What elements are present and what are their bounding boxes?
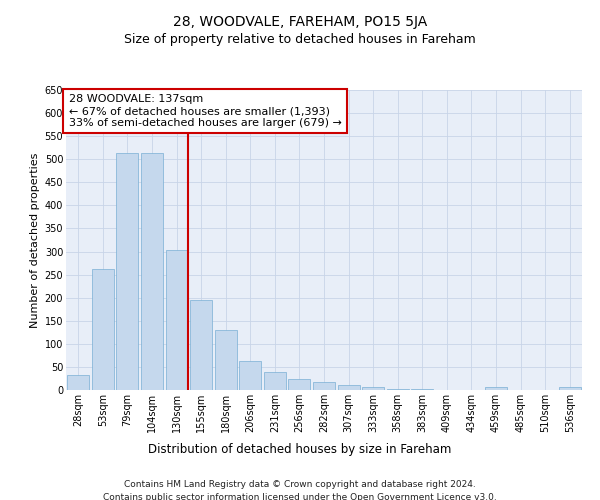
Text: Contains HM Land Registry data © Crown copyright and database right 2024.
Contai: Contains HM Land Registry data © Crown c… — [103, 480, 497, 500]
Bar — [116, 153, 139, 390]
Text: 28 WOODVALE: 137sqm
← 67% of detached houses are smaller (1,393)
33% of semi-det: 28 WOODVALE: 137sqm ← 67% of detached ho… — [68, 94, 341, 128]
Bar — [166, 250, 188, 390]
Bar — [67, 375, 89, 390]
Text: Size of property relative to detached houses in Fareham: Size of property relative to detached ho… — [124, 32, 476, 46]
Bar — [559, 387, 581, 390]
Bar — [141, 153, 163, 390]
Bar — [411, 388, 433, 390]
Bar — [264, 372, 286, 390]
Bar — [485, 387, 507, 390]
Bar — [215, 330, 237, 390]
Y-axis label: Number of detached properties: Number of detached properties — [31, 152, 40, 328]
Bar — [190, 300, 212, 390]
Text: Distribution of detached houses by size in Fareham: Distribution of detached houses by size … — [148, 442, 452, 456]
Bar — [239, 362, 262, 390]
Bar — [289, 379, 310, 390]
Text: 28, WOODVALE, FAREHAM, PO15 5JA: 28, WOODVALE, FAREHAM, PO15 5JA — [173, 15, 427, 29]
Bar — [92, 269, 114, 390]
Bar — [338, 386, 359, 390]
Bar — [313, 382, 335, 390]
Bar — [386, 388, 409, 390]
Bar — [362, 387, 384, 390]
